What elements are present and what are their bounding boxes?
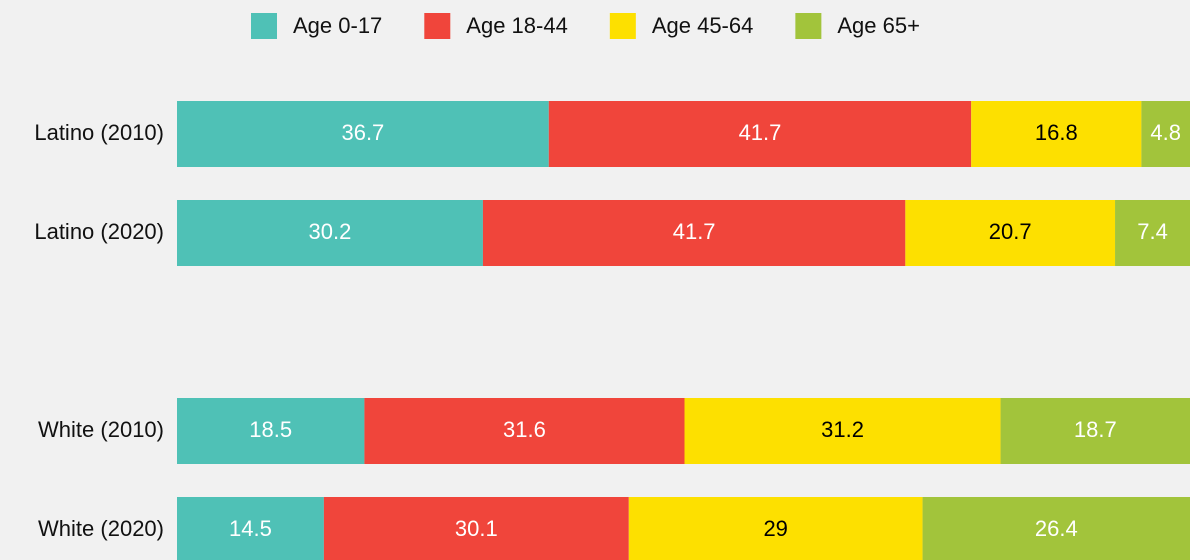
legend-label: Age 0-17 xyxy=(293,13,382,38)
y-tick-label: White (2010) xyxy=(38,417,164,442)
data-label: 20.7 xyxy=(989,219,1032,244)
bar-segment xyxy=(1115,200,1190,266)
data-label: 31.2 xyxy=(821,417,864,442)
legend-swatch xyxy=(609,13,636,39)
data-label: 31.6 xyxy=(503,417,546,442)
legend-label: Age 18-44 xyxy=(466,13,568,38)
legend-swatch xyxy=(251,13,277,39)
legend-label: Age 65+ xyxy=(837,13,920,38)
data-label: 29 xyxy=(763,516,787,541)
data-label: 18.5 xyxy=(249,417,292,442)
bar-segment xyxy=(628,497,923,560)
bar-segment xyxy=(1141,101,1190,167)
bar-segment xyxy=(177,398,365,464)
bar-segment xyxy=(971,101,1142,167)
data-label: 30.2 xyxy=(309,219,352,244)
data-label: 26.4 xyxy=(1035,516,1078,541)
bar-segment xyxy=(177,200,483,266)
bar-segment xyxy=(177,101,549,167)
bar-segment xyxy=(922,497,1190,560)
legend-label: Age 45-64 xyxy=(652,13,754,38)
y-tick-label: White (2020) xyxy=(38,516,164,541)
legend-swatch xyxy=(424,13,451,39)
bar-segment xyxy=(364,398,685,464)
bar-segment xyxy=(1000,398,1190,464)
data-label: 41.7 xyxy=(673,219,716,244)
bar-segment xyxy=(684,398,1001,464)
bar-segment xyxy=(482,200,906,266)
bar-segment xyxy=(177,497,324,560)
data-label: 18.7 xyxy=(1074,417,1117,442)
y-tick-label: Latino (2010) xyxy=(34,120,164,145)
data-label: 7.4 xyxy=(1137,219,1168,244)
legend-swatch xyxy=(795,13,822,39)
bar-segment xyxy=(905,200,1116,266)
data-label: 4.8 xyxy=(1150,120,1181,145)
bar-segment xyxy=(323,497,629,560)
y-tick-label: Latino (2020) xyxy=(34,219,164,244)
data-label: 16.8 xyxy=(1035,120,1078,145)
data-label: 30.1 xyxy=(455,516,498,541)
data-label: 36.7 xyxy=(341,120,384,145)
data-label: 41.7 xyxy=(739,120,782,145)
data-label: 14.5 xyxy=(229,516,272,541)
bar-segment xyxy=(548,101,972,167)
